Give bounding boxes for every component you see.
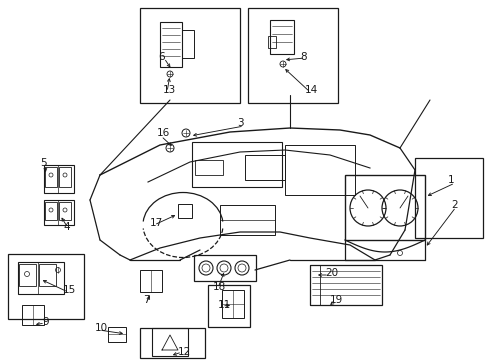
Bar — [220, 205, 274, 235]
Bar — [45, 202, 57, 220]
Bar — [44, 200, 74, 225]
Bar — [285, 145, 354, 195]
Bar — [309, 265, 381, 305]
Text: 20: 20 — [325, 268, 337, 278]
Bar — [195, 160, 223, 175]
Text: 13: 13 — [163, 85, 176, 95]
Text: 18: 18 — [213, 282, 226, 292]
Text: 3: 3 — [237, 118, 243, 128]
Bar — [182, 30, 194, 58]
Bar — [247, 8, 337, 103]
Text: 19: 19 — [329, 295, 343, 305]
Text: 11: 11 — [218, 300, 231, 310]
Bar — [414, 158, 482, 238]
Bar — [152, 328, 187, 356]
Text: 1: 1 — [447, 175, 454, 185]
Text: 14: 14 — [305, 85, 318, 95]
Bar — [194, 255, 256, 281]
Text: 12: 12 — [178, 347, 191, 357]
Bar — [8, 254, 84, 319]
Text: 5: 5 — [40, 158, 46, 168]
Bar — [345, 175, 424, 240]
Bar — [192, 142, 282, 187]
Text: 9: 9 — [42, 317, 48, 327]
Bar — [59, 202, 71, 220]
Bar — [39, 264, 56, 286]
Bar — [267, 36, 275, 48]
Bar — [160, 22, 182, 67]
Bar — [269, 20, 293, 54]
Bar — [140, 8, 240, 103]
Text: 4: 4 — [63, 222, 69, 232]
Text: 6: 6 — [158, 52, 164, 62]
Text: 8: 8 — [299, 52, 306, 62]
Text: 2: 2 — [450, 200, 457, 210]
Bar — [45, 167, 57, 187]
Text: 10: 10 — [95, 323, 108, 333]
Bar — [108, 327, 126, 342]
Bar — [244, 155, 285, 180]
Bar — [18, 262, 64, 294]
Bar — [19, 264, 36, 286]
Bar — [309, 265, 319, 305]
Text: 15: 15 — [63, 285, 76, 295]
Bar — [207, 285, 249, 327]
Bar — [44, 165, 74, 193]
Text: 16: 16 — [157, 128, 170, 138]
Text: 7: 7 — [142, 295, 149, 305]
Bar — [140, 328, 204, 358]
Bar — [178, 204, 192, 218]
Bar — [22, 305, 44, 325]
Text: 17: 17 — [150, 218, 163, 228]
Bar — [222, 290, 244, 318]
Bar — [140, 270, 162, 292]
Bar — [59, 167, 71, 187]
